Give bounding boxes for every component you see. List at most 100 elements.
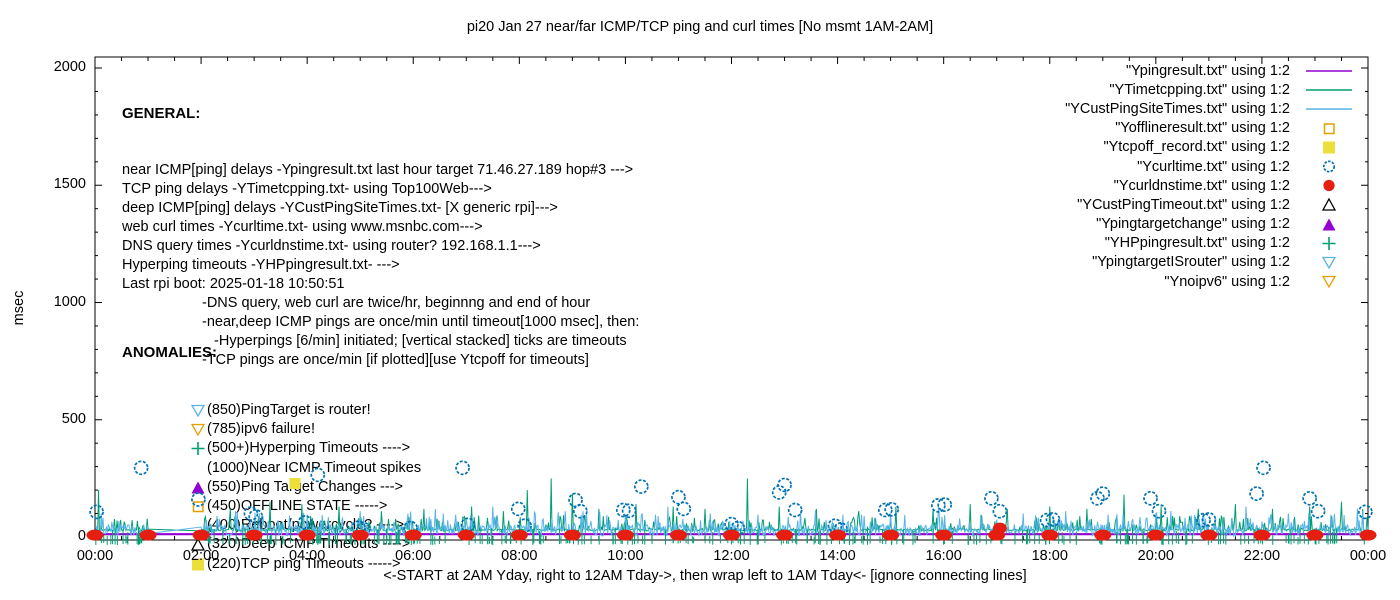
legend-label: "Ycurltime.txt" using 1:2 xyxy=(1137,158,1290,175)
anomaly-square-filled-icon xyxy=(189,557,207,572)
series-dns-dot xyxy=(882,529,900,541)
x-tick-label: 14:00 xyxy=(819,548,856,564)
series-curl-circle xyxy=(460,517,476,533)
legend-entry: "Ycurltime.txt" using 1:2 xyxy=(1065,157,1368,176)
anomaly-item: (550)Ping Target Changes ---> xyxy=(189,478,421,497)
series-curl-circle xyxy=(1302,490,1318,506)
legend: "Ypingresult.txt" using 1:2 "YTimetcpping… xyxy=(1065,61,1368,291)
series-dns-dot xyxy=(1147,529,1165,541)
legend-label: "Ycurldnstime.txt" using 1:2 xyxy=(1113,177,1290,194)
series-curl-circle xyxy=(455,460,470,476)
y-tick-label: 2000 xyxy=(53,59,86,75)
plus-icon xyxy=(1290,236,1368,251)
anomaly-triangle-down-open-icon xyxy=(189,403,207,418)
series-curl-circle xyxy=(510,501,526,517)
anomaly-item: (500+)Hyperping Timeouts ----> xyxy=(189,439,421,458)
x-tick-label: 22:00 xyxy=(1243,548,1281,564)
series-dns-dot xyxy=(457,529,475,541)
anomaly-item: (850)PingTarget is router! xyxy=(189,401,421,420)
anomaly-item: (450)OFFLINE STATE -----> xyxy=(189,497,421,516)
legend-label: "YCustPingSiteTimes.txt" using 1:2 xyxy=(1065,100,1290,117)
series-curl-circle xyxy=(730,520,746,536)
general-note-line: TCP ping delays -YTimetcpping.txt- using… xyxy=(122,181,492,197)
series-curl-circle xyxy=(1256,460,1271,476)
general-note-line: Last rpi boot: 2025-01-18 10:50:51 xyxy=(122,276,345,292)
anomaly-text: (550)Ping Target Changes ---> xyxy=(207,478,403,495)
series-dns-dot xyxy=(1041,529,1059,541)
x-tick-label: 06:00 xyxy=(395,548,432,564)
series-dns-dot xyxy=(510,529,528,541)
series-dns-dot xyxy=(723,529,740,541)
series-curl-circle xyxy=(676,501,692,517)
general-note-line: deep ICMP[ping] delays -YCustPingSiteTim… xyxy=(122,200,558,216)
series-curl-circle xyxy=(777,477,792,493)
series-curl-circle xyxy=(1201,512,1217,527)
series-curl-circle xyxy=(671,489,686,505)
series-curl-circle xyxy=(572,503,588,519)
line-icon xyxy=(1290,64,1368,78)
series-dns-dot xyxy=(1253,529,1271,541)
legend-label: "Ytcpoff_record.txt" using 1:2 xyxy=(1103,139,1290,156)
y-tick-label: 1500 xyxy=(53,176,86,193)
series-curl-circle xyxy=(568,492,583,508)
triangle-down-open-icon xyxy=(1290,274,1368,289)
series-curl-circle xyxy=(89,504,104,520)
series-curl-circle xyxy=(621,503,637,519)
anomaly-text: (1000)Near ICMP Timeout spikes xyxy=(207,459,422,476)
square-filled-icon xyxy=(1290,140,1368,155)
square-open-icon xyxy=(1290,121,1368,136)
anomalies-block: ANOMALIES: (850)PingTarget is router! (78… xyxy=(122,305,421,574)
series-curl-circle xyxy=(884,501,900,517)
series-curl-circle xyxy=(1090,490,1105,506)
series-curl-circle xyxy=(1151,503,1167,519)
series-dns-dot xyxy=(988,529,1006,541)
line-icon xyxy=(1290,83,1368,97)
series-curl-circle xyxy=(633,479,649,494)
series-curl-circle xyxy=(1310,503,1326,519)
series-dns-dot xyxy=(1306,529,1324,541)
anomaly-item: (220)TCP ping Timeouts -----> xyxy=(189,555,421,574)
anomaly-text: (400)Reboot/powercycle? ----> xyxy=(207,517,405,534)
circle-filled-icon xyxy=(1290,178,1368,193)
anomalies-heading: ANOMALIES: xyxy=(122,344,217,362)
x-tick-label: 00:00 xyxy=(1349,548,1387,564)
series-dns-dot xyxy=(86,529,104,541)
anomaly-item: (1000)Near ICMP Timeout spikes xyxy=(189,459,421,478)
series-curl-circle xyxy=(833,522,849,537)
series-dns-dot xyxy=(992,522,1007,534)
circle-open-icon xyxy=(1290,159,1368,174)
series-dns-dot xyxy=(829,529,847,541)
anomaly-triangle-down-open-icon xyxy=(189,422,207,437)
legend-label: "YpingtargetISrouter" using 1:2 xyxy=(1092,254,1290,271)
x-tick-label: 16:00 xyxy=(925,548,962,564)
series-dns-dot xyxy=(1094,529,1112,541)
legend-label: "YCustPingTimeout.txt" using 1:2 xyxy=(1077,196,1290,213)
no-icon xyxy=(189,461,207,476)
no-icon xyxy=(189,518,207,533)
series-dns-dot xyxy=(669,529,687,541)
y-tick-label: 0 xyxy=(77,528,86,544)
series-curl-circle xyxy=(1039,512,1055,528)
general-heading: GENERAL: xyxy=(122,105,201,122)
x-tick-label: 04:00 xyxy=(289,548,326,564)
x-axis-label: <-START at 2AM Yday, right to 12AM Tday-… xyxy=(383,568,1027,584)
series-curl-circle xyxy=(1249,486,1264,501)
legend-entry: "YCustPingSiteTimes.txt" using 1:2 xyxy=(1065,99,1368,118)
legend-entry: "YpingtargetISrouter" using 1:2 xyxy=(1065,253,1368,272)
anomaly-triangle-up-filled-icon xyxy=(189,480,207,495)
series-dns-dot xyxy=(563,529,581,541)
anomaly-item: (400)Reboot/powercycle? ----> xyxy=(189,516,421,535)
triangle-down-open-icon xyxy=(1290,255,1368,270)
series-dns-dot xyxy=(935,529,953,541)
x-tick-label: 20:00 xyxy=(1137,548,1174,564)
general-note-line: DNS query times -Ycurldnstime.txt- using… xyxy=(122,238,541,254)
legend-label: "Ynoipv6" using 1:2 xyxy=(1164,273,1290,290)
legend-label: "YTimetcpping.txt" using 1:2 xyxy=(1109,81,1290,98)
series-curl-circle xyxy=(1357,504,1373,520)
anomaly-triangle-up-open-icon xyxy=(189,537,207,552)
legend-entry: "Ypingtargetchange" using 1:2 xyxy=(1065,215,1368,234)
legend-entry: "Ycurldnstime.txt" using 1:2 xyxy=(1065,176,1368,195)
triangle-up-open-icon xyxy=(1290,197,1368,212)
general-note-line: web curl times -Ycurltime.txt- using www… xyxy=(122,219,483,235)
general-note-line: Hyperping timeouts -YHPpingresult.txt- -… xyxy=(122,257,400,273)
